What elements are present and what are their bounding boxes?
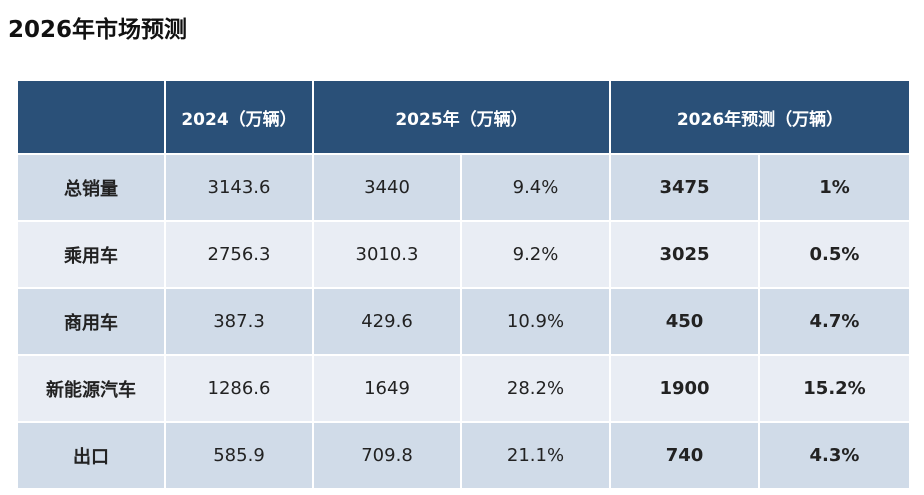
- growth-2026: 4.3%: [758, 421, 911, 490]
- value-2026: 1900: [609, 354, 760, 423]
- value-2025: 3440: [312, 153, 462, 222]
- table-row: 出口 585.9 709.8 21.1% 740 4.3%: [16, 421, 911, 490]
- row-label: 新能源汽车: [16, 354, 166, 423]
- header-2026: 2026年预测（万辆）: [609, 79, 911, 155]
- value-2026: 450: [609, 287, 760, 356]
- header-2025: 2025年（万辆）: [312, 79, 611, 155]
- row-label: 商用车: [16, 287, 166, 356]
- value-2025: 3010.3: [312, 220, 462, 289]
- table-row: 乘用车 2756.3 3010.3 9.2% 3025 0.5%: [16, 220, 911, 289]
- value-2024: 585.9: [164, 421, 314, 490]
- row-label: 乘用车: [16, 220, 166, 289]
- growth-2025: 9.2%: [460, 220, 611, 289]
- page-title: 2026年市场预测: [8, 17, 188, 43]
- header-empty: [16, 79, 166, 155]
- header-2024: 2024（万辆）: [164, 79, 314, 155]
- header-row: 2024（万辆） 2025年（万辆） 2026年预测（万辆）: [16, 79, 911, 155]
- value-2026: 3025: [609, 220, 760, 289]
- growth-2026: 0.5%: [758, 220, 911, 289]
- value-2024: 3143.6: [164, 153, 314, 222]
- row-label: 总销量: [16, 153, 166, 222]
- growth-2025: 28.2%: [460, 354, 611, 423]
- table-row: 商用车 387.3 429.6 10.9% 450 4.7%: [16, 287, 911, 356]
- growth-2026: 1%: [758, 153, 911, 222]
- value-2026: 740: [609, 421, 760, 490]
- table-row: 新能源汽车 1286.6 1649 28.2% 1900 15.2%: [16, 354, 911, 423]
- growth-2026: 4.7%: [758, 287, 911, 356]
- growth-2026: 15.2%: [758, 354, 911, 423]
- value-2026: 3475: [609, 153, 760, 222]
- growth-2025: 21.1%: [460, 421, 611, 490]
- value-2025: 429.6: [312, 287, 462, 356]
- growth-2025: 9.4%: [460, 153, 611, 222]
- value-2024: 1286.6: [164, 354, 314, 423]
- table-row: 总销量 3143.6 3440 9.4% 3475 1%: [16, 153, 911, 222]
- value-2025: 709.8: [312, 421, 462, 490]
- value-2025: 1649: [312, 354, 462, 423]
- value-2024: 387.3: [164, 287, 314, 356]
- value-2024: 2756.3: [164, 220, 314, 289]
- row-label: 出口: [16, 421, 166, 490]
- growth-2025: 10.9%: [460, 287, 611, 356]
- market-forecast-table: 2024（万辆） 2025年（万辆） 2026年预测（万辆） 总销量 3143.6…: [16, 79, 911, 490]
